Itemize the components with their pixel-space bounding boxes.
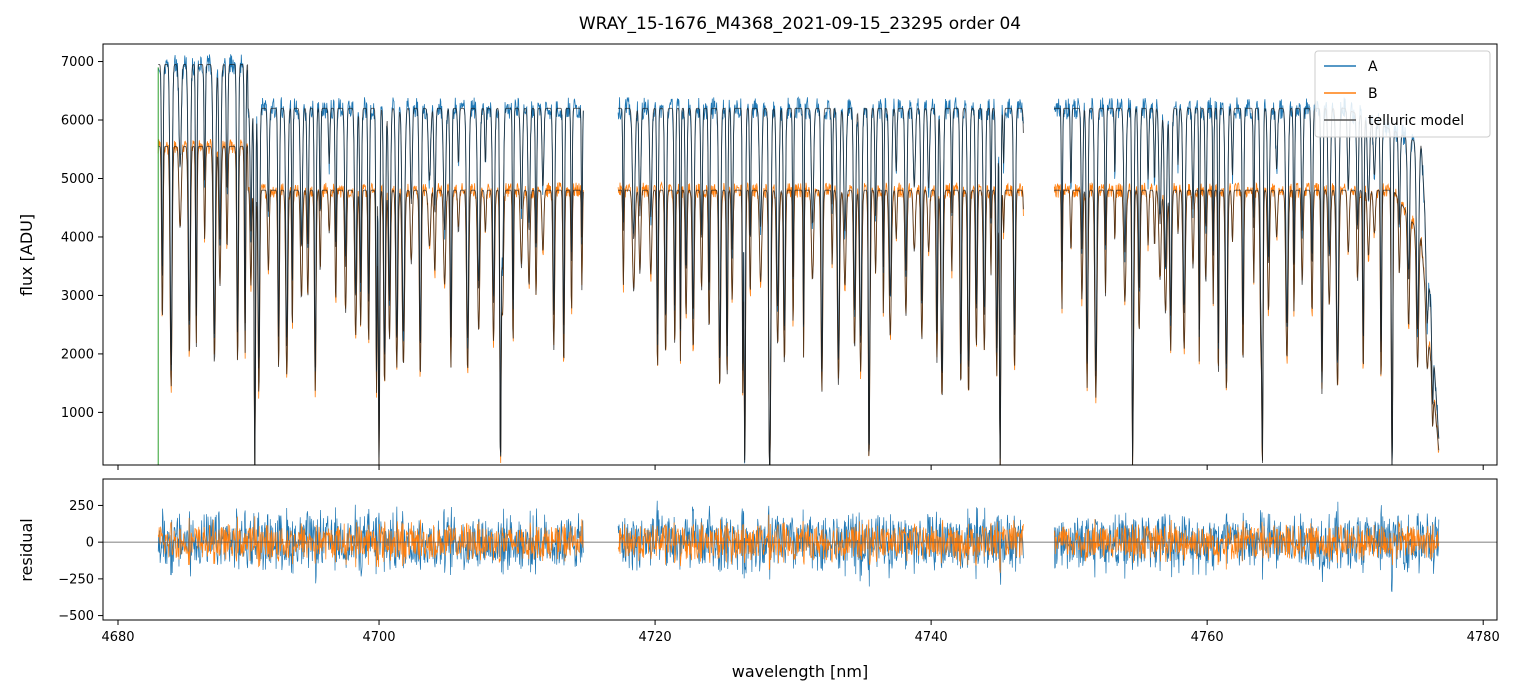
x-tick-label: 4680 <box>101 630 134 645</box>
x-axis-label: wavelength [nm] <box>732 662 869 681</box>
telluric-model-line-a <box>158 64 1440 465</box>
x-tick-label: 4760 <box>1191 630 1224 645</box>
x-tick-label: 4700 <box>362 630 395 645</box>
residual-plot-frame <box>102 478 1498 621</box>
bottom-y-tick-label: 0 <box>86 536 94 551</box>
flux-plot-area <box>157 54 1440 465</box>
top-y-axis-label: flux [ADU] <box>17 214 36 296</box>
flux-axes: 1000 2000 3000 4000 5000 6000 7000 <box>61 55 1484 470</box>
legend-label-b: B <box>1368 86 1378 102</box>
top-y-tick-label: 5000 <box>61 172 94 187</box>
top-y-tick-label: 4000 <box>61 230 94 245</box>
x-tick-label: 4740 <box>915 630 948 645</box>
x-tick-label: 4780 <box>1467 630 1500 645</box>
telluric-model-line-b <box>158 144 1440 465</box>
bottom-y-axis-label: residual <box>17 518 36 581</box>
series-b-line <box>157 138 1440 465</box>
residual-plot-area <box>103 500 1497 592</box>
bottom-y-tick-label: −500 <box>58 609 94 624</box>
flux-plot-frame <box>102 43 1498 466</box>
chart-title: WRAY_15-1676_M4368_2021-09-15_23295 orde… <box>579 14 1021 34</box>
legend-label-telluric: telluric model <box>1368 113 1464 129</box>
bottom-y-tick-label: 250 <box>69 499 94 514</box>
legend: A B telluric model <box>1314 50 1491 138</box>
legend-label-a: A <box>1368 59 1378 75</box>
top-y-tick-label: 1000 <box>61 406 94 421</box>
residual-axes: 4680 4700 4720 4740 4760 4780 −500 −250 0 250 <box>58 499 1499 645</box>
bottom-y-tick-label: −250 <box>58 572 94 587</box>
top-y-tick-label: 3000 <box>61 289 94 304</box>
x-tick-label: 4720 <box>639 630 672 645</box>
top-y-tick-label: 6000 <box>61 114 94 129</box>
series-a-line <box>157 54 1440 465</box>
legend-box <box>1314 50 1491 138</box>
top-y-tick-label: 2000 <box>61 347 94 362</box>
top-y-tick-label: 7000 <box>61 55 94 70</box>
